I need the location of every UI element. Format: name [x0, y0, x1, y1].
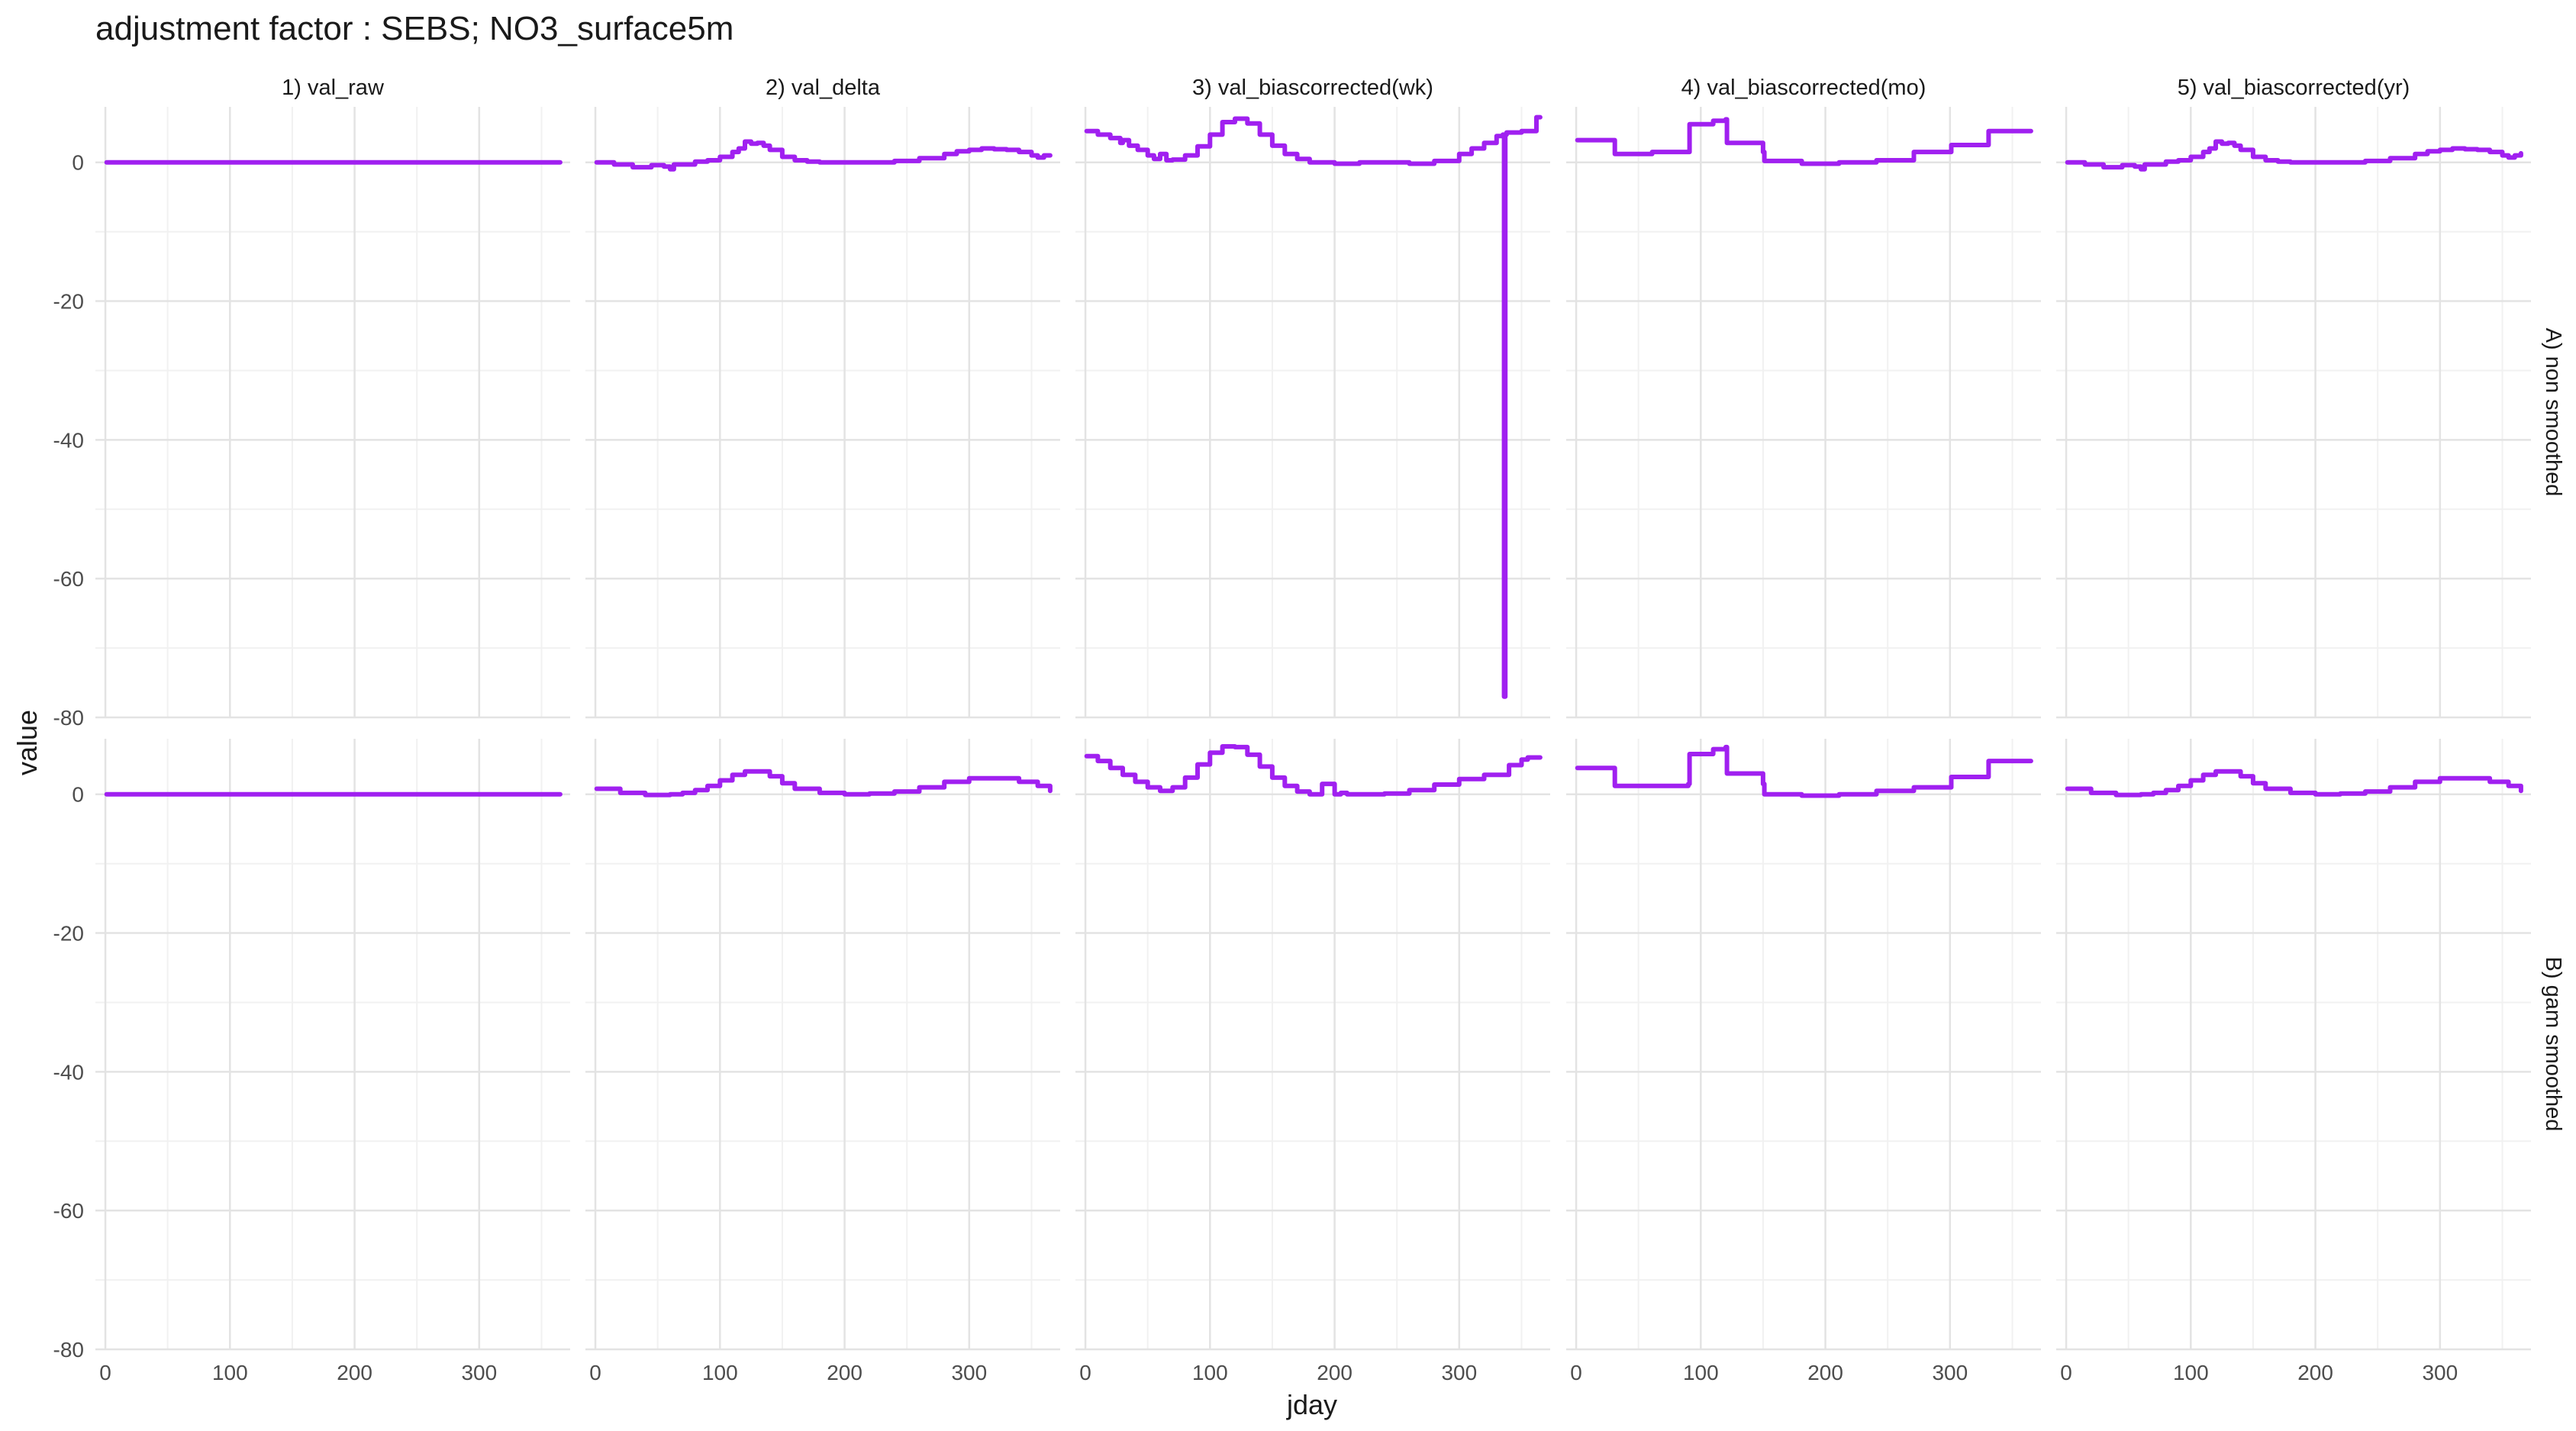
- x-tick-label: 0: [99, 1361, 111, 1384]
- series-line: [1575, 117, 2033, 166]
- x-tick-label: 100: [212, 1361, 248, 1384]
- facet-panel: [1075, 107, 1550, 719]
- chart-title: adjustment factor : SEBS; NO3_surface5m: [95, 10, 733, 47]
- series-line: [594, 139, 1053, 172]
- series-line: [594, 769, 1053, 798]
- x-tick-label: 300: [1441, 1361, 1477, 1384]
- facet-panel: [1566, 739, 2041, 1351]
- x-tick-label: 100: [1192, 1361, 1228, 1384]
- facet-column-label: 1) val_raw: [282, 76, 385, 100]
- facet-column-label: 2) val_delta: [766, 76, 881, 100]
- panels-layer: 1) val_raw 2) val_delta 3) val_biascorrect…: [53, 76, 2565, 1384]
- series-line: [2065, 139, 2523, 172]
- x-tick-label: 300: [2422, 1361, 2458, 1384]
- x-tick-label: 200: [827, 1361, 862, 1384]
- y-tick-label: 0: [72, 783, 84, 807]
- facet-panel: [585, 107, 1060, 719]
- x-tick-label: 200: [1317, 1361, 1352, 1384]
- y-tick-label: -60: [53, 567, 84, 591]
- facet-panel: [95, 107, 570, 719]
- facet-panel: [1566, 107, 2041, 719]
- facet-row-label: B) gam smoothed: [2541, 957, 2565, 1132]
- x-tick-label: 200: [1807, 1361, 1843, 1384]
- x-tick-label: 100: [2173, 1361, 2209, 1384]
- y-tick-label: -20: [53, 290, 84, 314]
- y-tick-label: 0: [72, 151, 84, 175]
- x-tick-label: 300: [951, 1361, 987, 1384]
- x-tick-label: 200: [2297, 1361, 2333, 1384]
- x-tick-label: 0: [589, 1361, 601, 1384]
- x-tick-label: 0: [1570, 1361, 1582, 1384]
- facet-panel: [585, 739, 1060, 1351]
- y-tick-label: -60: [53, 1199, 84, 1223]
- series-line: [2065, 769, 2523, 798]
- facet-column-label: 3) val_biascorrected(wk): [1192, 76, 1433, 100]
- y-tick-label: -40: [53, 428, 84, 452]
- x-tick-label: 300: [461, 1361, 497, 1384]
- x-tick-label: 100: [1683, 1361, 1719, 1384]
- y-tick-label: -80: [53, 706, 84, 730]
- facet-column-label: 5) val_biascorrected(yr): [2178, 76, 2410, 100]
- x-tick-label: 100: [702, 1361, 738, 1384]
- series-line: [1084, 744, 1543, 797]
- x-tick-label: 0: [2060, 1361, 2072, 1384]
- facet-panel: [2056, 739, 2531, 1351]
- y-axis-label: value: [11, 710, 43, 775]
- x-tick-label: 0: [1079, 1361, 1091, 1384]
- facet-panel: [1075, 739, 1550, 1351]
- facet-row-label: A) non smoothed: [2541, 328, 2565, 497]
- y-tick-label: -40: [53, 1060, 84, 1084]
- series-line: [1084, 114, 1543, 699]
- y-tick-label: -80: [53, 1338, 84, 1362]
- facet-panel: [2056, 107, 2531, 719]
- y-tick-label: -20: [53, 922, 84, 946]
- series-line: [1575, 744, 2033, 798]
- facet-panel: [95, 739, 570, 1351]
- x-tick-label: 300: [1932, 1361, 1968, 1384]
- x-axis-label: jday: [1286, 1389, 1337, 1420]
- x-tick-label: 200: [337, 1361, 372, 1384]
- facet-column-label: 4) val_biascorrected(mo): [1681, 76, 1926, 100]
